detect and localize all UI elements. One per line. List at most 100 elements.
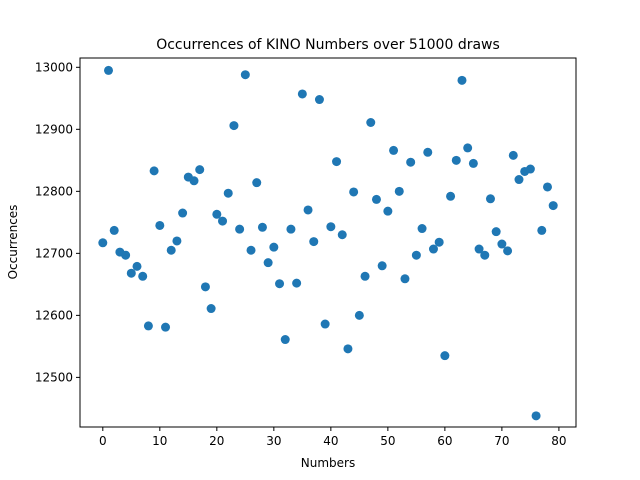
data-point <box>423 147 433 157</box>
data-point <box>383 206 393 216</box>
y-tick-label: 12700 <box>35 246 73 260</box>
data-point <box>497 239 507 249</box>
data-point <box>371 194 381 204</box>
data-point <box>172 236 182 246</box>
data-point <box>200 282 210 292</box>
data-points <box>98 65 558 421</box>
chart-title: Occurrences of KINO Numbers over 51000 d… <box>156 37 500 53</box>
x-tick-label: 80 <box>551 434 566 448</box>
data-point <box>212 209 222 219</box>
data-point <box>303 205 313 215</box>
x-tick-label: 50 <box>380 434 395 448</box>
data-point <box>121 250 131 260</box>
x-tick-label: 30 <box>266 434 281 448</box>
data-point <box>360 271 370 281</box>
x-tick-label: 0 <box>99 434 107 448</box>
data-point <box>440 351 450 361</box>
data-point <box>257 222 267 232</box>
data-point <box>246 245 256 255</box>
data-point <box>468 158 478 168</box>
data-point <box>457 75 467 85</box>
data-point <box>503 246 513 256</box>
y-axis: 12500 12600 12700 12800 12900 13000 <box>35 60 80 384</box>
data-point <box>132 261 142 271</box>
data-point <box>320 319 330 329</box>
data-point <box>343 344 353 354</box>
data-point <box>354 310 364 320</box>
data-point <box>332 157 342 167</box>
data-point <box>434 237 444 247</box>
data-point <box>485 194 495 204</box>
plot-area <box>79 57 577 428</box>
data-point <box>474 244 484 254</box>
data-point <box>337 230 347 240</box>
data-point <box>491 227 501 237</box>
data-point <box>314 95 324 105</box>
data-point <box>240 70 250 80</box>
data-point <box>263 258 273 268</box>
y-tick-label: 12800 <box>35 184 73 198</box>
data-point <box>126 268 136 278</box>
data-point <box>531 411 541 421</box>
data-point <box>525 164 535 174</box>
data-point <box>349 187 359 197</box>
data-point <box>195 165 205 175</box>
data-point <box>377 261 387 271</box>
data-point <box>366 118 376 127</box>
data-point <box>275 279 285 289</box>
data-point <box>138 271 148 281</box>
x-tick-label: 40 <box>323 434 338 448</box>
data-point <box>297 89 307 99</box>
data-point <box>514 175 524 185</box>
data-point <box>143 321 153 331</box>
x-tick-label: 20 <box>209 434 224 448</box>
data-point <box>252 178 262 188</box>
data-point <box>161 322 171 332</box>
data-point <box>406 157 416 167</box>
data-point <box>548 201 558 211</box>
y-tick-label: 12600 <box>35 308 73 322</box>
y-tick-label: 12900 <box>35 122 73 136</box>
data-point <box>104 65 114 75</box>
data-point <box>400 274 410 284</box>
data-point <box>446 191 456 201</box>
data-point <box>109 225 119 235</box>
data-point <box>428 244 438 254</box>
data-point <box>394 186 404 196</box>
data-point <box>463 143 473 153</box>
data-point <box>189 176 199 186</box>
data-point <box>480 250 490 260</box>
data-point <box>292 278 302 288</box>
data-point <box>149 166 159 176</box>
data-point <box>542 182 552 192</box>
data-point <box>537 225 547 235</box>
data-point <box>451 155 461 165</box>
data-point <box>98 238 108 248</box>
data-point <box>235 224 245 234</box>
data-point <box>417 224 427 234</box>
data-point <box>223 188 233 198</box>
x-tick-label: 10 <box>152 434 167 448</box>
x-axis-label: Numbers <box>301 456 355 470</box>
data-point <box>178 208 188 218</box>
data-point <box>280 335 290 345</box>
data-point <box>166 245 176 255</box>
y-axis-label: Occurrences <box>6 205 20 280</box>
data-point <box>286 224 296 234</box>
y-tick-label: 13000 <box>35 60 73 74</box>
x-axis: 0 10 20 30 40 50 60 70 80 <box>99 427 567 448</box>
data-point <box>218 216 228 226</box>
data-point <box>229 121 239 131</box>
data-point <box>508 150 518 160</box>
y-tick-label: 12500 <box>35 370 73 384</box>
data-point <box>389 145 399 155</box>
x-tick-label: 70 <box>494 434 509 448</box>
data-point <box>411 250 421 260</box>
data-point <box>326 222 336 232</box>
data-point <box>269 242 279 252</box>
x-tick-label: 60 <box>437 434 452 448</box>
data-point <box>155 220 165 230</box>
data-point <box>206 304 216 314</box>
data-point <box>309 237 319 247</box>
